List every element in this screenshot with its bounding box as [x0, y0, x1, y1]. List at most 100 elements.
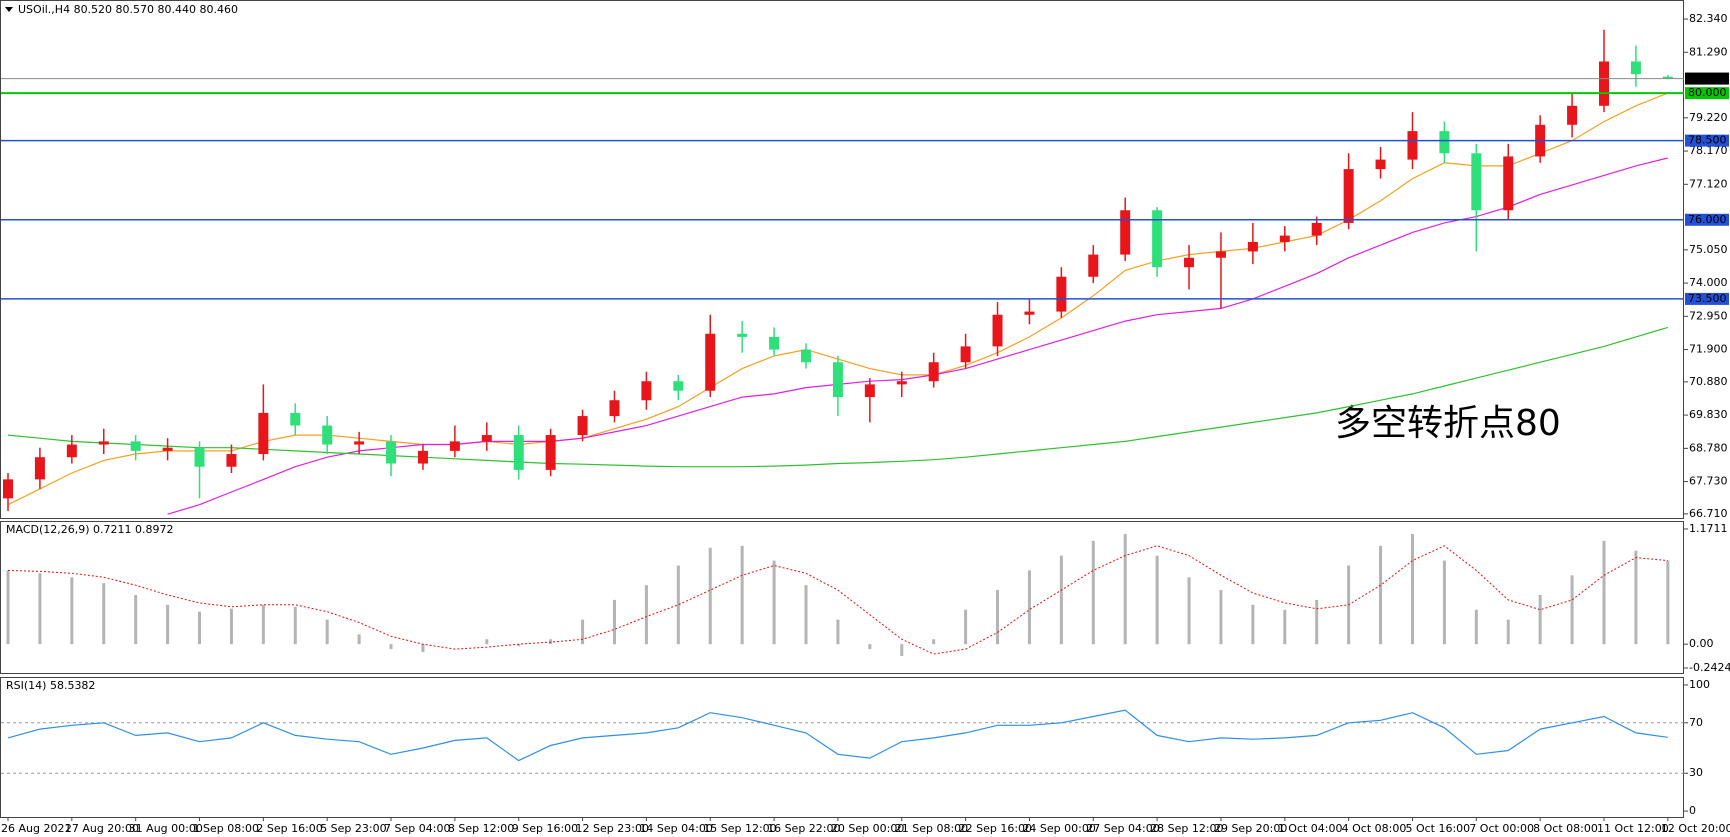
macd-header: MACD(12,26,9) 0.7211 0.8972: [6, 523, 174, 536]
macd-bar: [676, 565, 680, 645]
x-tick-label: 12 Sep 23:00: [576, 822, 649, 835]
x-tick-label: 8 Oct 08:00: [1533, 822, 1598, 835]
macd-bar: [836, 619, 840, 645]
macd-bar: [1251, 604, 1255, 645]
candle-body: [1662, 76, 1673, 79]
candle-body: [1247, 241, 1258, 252]
annotation: 多空转折点80: [1335, 403, 1561, 444]
candle-body: [1343, 169, 1354, 223]
candle-body: [66, 444, 77, 458]
level-label: 80.000: [1688, 86, 1727, 99]
level-label: 73.500: [1688, 292, 1727, 305]
macd-bar: [740, 545, 744, 645]
candle-body: [1471, 153, 1482, 211]
candle-body: [609, 400, 620, 417]
candle-body: [896, 381, 907, 385]
candle-body: [705, 333, 716, 391]
candle-body: [513, 435, 524, 470]
candle-body: [1152, 210, 1163, 268]
x-tick-label: 5 Sep 23:00: [320, 822, 386, 835]
x-tick-label: 4 Oct 08:00: [1342, 822, 1407, 835]
level-label: 80.460: [1688, 72, 1727, 85]
macd-bar: [1059, 555, 1063, 645]
macd-bar: [6, 570, 10, 645]
candle-body: [417, 450, 428, 464]
candle-body: [1375, 159, 1386, 170]
candle-body: [1024, 311, 1035, 315]
y-tick-label: 0.00: [1689, 637, 1714, 650]
candle-body: [386, 441, 397, 464]
candle-body: [34, 457, 45, 480]
x-tick-label: 27 Sep 04:00: [1086, 822, 1159, 835]
y-tick-label: 82.340: [1689, 12, 1728, 25]
macd-bar: [1538, 594, 1542, 645]
level-box: [1685, 72, 1729, 85]
y-tick-label: 77.120: [1689, 177, 1728, 190]
level-box: [1685, 213, 1729, 226]
x-tick-label: 12 Oct 20:00: [1661, 822, 1730, 835]
moving-average: [7, 326, 1668, 468]
candle-body: [545, 435, 556, 470]
candle-body: [864, 384, 875, 398]
candle-body: [481, 435, 492, 442]
menu-arrow[interactable]: [5, 7, 13, 12]
candle-body: [1184, 257, 1195, 268]
x-tick-label: 2 Sep 16:00: [256, 822, 322, 835]
candle-body: [928, 362, 939, 382]
rsi-header: RSI(14) 58.5382: [6, 679, 95, 692]
y-tick-label: 75.050: [1689, 243, 1728, 256]
candle-body: [1439, 131, 1450, 154]
candle-body: [1599, 61, 1609, 106]
y-tick-label: -0.2424: [1689, 661, 1730, 674]
x-tick-label: 16 Sep 22:00: [767, 822, 840, 835]
y-tick-label: 78.170: [1689, 144, 1728, 157]
x-tick-label: 28 Sep 12:00: [1150, 822, 1223, 835]
macd-bar: [1187, 577, 1191, 645]
macd-bar: [1219, 590, 1223, 645]
macd-bar: [1474, 609, 1478, 645]
candle-body: [1279, 235, 1290, 242]
x-tick-label: 26 Aug 2021: [1, 822, 71, 835]
macd-bar: [261, 604, 265, 645]
candle-body: [1407, 131, 1418, 160]
x-tick-label: 21 Sep 08:00: [895, 822, 968, 835]
x-tick-label: 11 Oct 12:00: [1597, 822, 1669, 835]
y-tick-label: 70: [1689, 716, 1703, 729]
y-tick-label: 68.780: [1689, 441, 1728, 454]
candle-body: [354, 441, 365, 445]
candle-body: [290, 412, 301, 426]
candle-body: [1630, 61, 1641, 75]
macd-signal: [7, 545, 1668, 655]
macd-bar: [1091, 540, 1095, 645]
macd-bar: [1410, 534, 1414, 645]
level-box: [1685, 87, 1729, 100]
candle-body: [1567, 105, 1578, 125]
macd-bar: [708, 547, 712, 645]
candle-body: [769, 336, 780, 350]
y-tick-label: 74.000: [1689, 276, 1728, 289]
y-tick-label: 71.900: [1689, 343, 1728, 356]
candle-body: [992, 314, 1003, 347]
y-tick-label: 67.730: [1689, 475, 1728, 488]
candle-body: [162, 447, 173, 451]
macd-bar: [804, 585, 808, 645]
macd-bar: [932, 639, 936, 645]
candle-body: [832, 362, 843, 398]
candle-body: [1120, 210, 1131, 255]
macd-bar: [1602, 540, 1606, 645]
x-tick-label: 8 Sep 12:00: [448, 822, 514, 835]
macd-bar: [421, 644, 425, 653]
macd-bar: [964, 609, 968, 645]
x-tick-label: 7 Oct 00:00: [1469, 822, 1534, 835]
macd-bar: [357, 634, 361, 645]
rsi-line: [7, 709, 1668, 762]
x-tick-label: 7 Sep 04:00: [384, 822, 450, 835]
candle-body: [673, 381, 684, 391]
macd-bar: [1442, 560, 1446, 645]
x-tick-label: 20 Sep 00:00: [831, 822, 904, 835]
macd-bar: [517, 644, 521, 647]
x-tick-label: 22 Sep 16:00: [959, 822, 1032, 835]
macd-bar: [1379, 545, 1383, 645]
macd-bar: [198, 611, 202, 645]
y-tick-label: 70.880: [1689, 375, 1728, 388]
